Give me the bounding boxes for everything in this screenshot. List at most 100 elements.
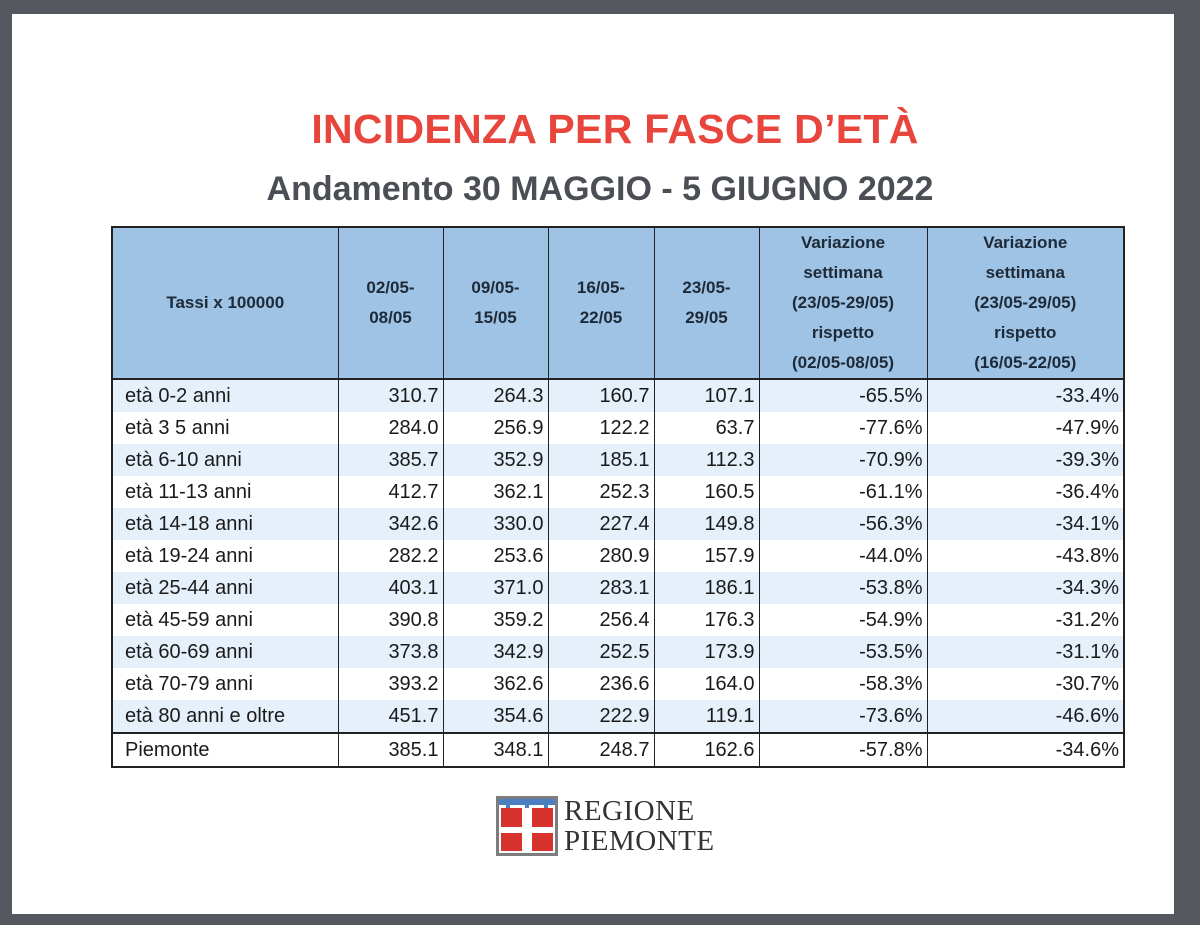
- variation-vs-previous-week: -47.9%: [926, 412, 1125, 444]
- header-variation-vs-previous-week: Variazione settimana (23/05-29/05) rispetto…: [926, 227, 1125, 380]
- variation-vs-first-week: -54.9%: [758, 604, 928, 636]
- week-1-value: 393.2: [337, 668, 444, 700]
- variation-vs-first-week: -70.9%: [758, 444, 928, 476]
- regione-piemonte-crest-icon: [496, 796, 558, 856]
- week-2-value: 362.6: [442, 668, 549, 700]
- row-label: età 19-24 anni: [111, 540, 339, 572]
- variation-vs-first-week: -56.3%: [758, 508, 928, 540]
- variation-vs-previous-week: -34.3%: [926, 572, 1125, 604]
- table-row: età 14-18 anni 342.6 330.0 227.4 149.8 -56.3%…: [111, 508, 1125, 540]
- week-4-value: 157.9: [653, 540, 760, 572]
- week-4-value: 186.1: [653, 572, 760, 604]
- week-3-value: 222.9: [547, 700, 655, 733]
- row-label: età 25-44 anni: [111, 572, 339, 604]
- table-row: età 45-59 anni 390.8 359.2 256.4 176.3 -54.9%…: [111, 604, 1125, 636]
- variation-vs-first-week: -73.6%: [758, 700, 928, 733]
- total-week-1-value: 385.1: [337, 732, 444, 767]
- table-row: età 11-13 anni 412.7 362.1 252.3 160.5 -61.1%…: [111, 476, 1125, 508]
- row-label: età 0-2 anni: [111, 379, 339, 412]
- week-2-value: 354.6: [442, 700, 549, 733]
- row-label: età 80 anni e oltre: [111, 700, 339, 733]
- row-label: età 14-18 anni: [111, 508, 339, 540]
- header-rates-label: Tassi x 100000: [111, 227, 339, 380]
- week-4-value: 107.1: [653, 379, 760, 412]
- week-2-value: 359.2: [442, 604, 549, 636]
- week-2-value: 362.1: [442, 476, 549, 508]
- table-row: età 3 5 anni 284.0 256.9 122.2 63.7 -77.6% -47…: [111, 412, 1125, 444]
- week-1-value: 342.6: [337, 508, 444, 540]
- week-3-value: 236.6: [547, 668, 655, 700]
- variation-vs-previous-week: -46.6%: [926, 700, 1125, 733]
- week-1-value: 282.2: [337, 540, 444, 572]
- week-4-value: 160.5: [653, 476, 760, 508]
- logo-text: REGIONE PIEMONTE: [564, 796, 715, 856]
- table-total-row: Piemonte 385.1 348.1 248.7 162.6 -57.8% -34.6%: [111, 732, 1125, 767]
- week-1-value: 373.8: [337, 636, 444, 668]
- row-label: età 45-59 anni: [111, 604, 339, 636]
- week-3-value: 252.5: [547, 636, 655, 668]
- header-week-2: 09/05- 15/05: [442, 227, 549, 380]
- week-1-value: 390.8: [337, 604, 444, 636]
- week-4-value: 176.3: [653, 604, 760, 636]
- week-3-value: 122.2: [547, 412, 655, 444]
- week-4-value: 173.9: [653, 636, 760, 668]
- week-3-value: 185.1: [547, 444, 655, 476]
- week-3-value: 252.3: [547, 476, 655, 508]
- week-4-value: 149.8: [653, 508, 760, 540]
- variation-vs-previous-week: -43.8%: [926, 540, 1125, 572]
- week-4-value: 112.3: [653, 444, 760, 476]
- week-4-value: 164.0: [653, 668, 760, 700]
- table-row: età 19-24 anni 282.2 253.6 280.9 157.9 -44.0%…: [111, 540, 1125, 572]
- row-label: età 11-13 anni: [111, 476, 339, 508]
- table-row: età 25-44 anni 403.1 371.0 283.1 186.1 -53.8%…: [111, 572, 1125, 604]
- total-week-2-value: 348.1: [442, 732, 549, 767]
- week-2-value: 342.9: [442, 636, 549, 668]
- total-variation-vs-previous-week: -34.6%: [926, 732, 1125, 767]
- week-2-value: 256.9: [442, 412, 549, 444]
- row-label: età 60-69 anni: [111, 636, 339, 668]
- week-3-value: 280.9: [547, 540, 655, 572]
- header-week-3: 16/05- 22/05: [547, 227, 655, 380]
- total-week-4-value: 162.6: [653, 732, 760, 767]
- variation-vs-previous-week: -33.4%: [926, 379, 1125, 412]
- week-1-value: 284.0: [337, 412, 444, 444]
- row-label: età 3 5 anni: [111, 412, 339, 444]
- week-1-value: 451.7: [337, 700, 444, 733]
- week-1-value: 385.7: [337, 444, 444, 476]
- week-3-value: 160.7: [547, 379, 655, 412]
- week-2-value: 352.9: [442, 444, 549, 476]
- variation-vs-first-week: -65.5%: [758, 379, 928, 412]
- table-row: età 0-2 anni 310.7 264.3 160.7 107.1 -65.5% -3…: [111, 379, 1125, 412]
- week-1-value: 403.1: [337, 572, 444, 604]
- variation-vs-first-week: -53.8%: [758, 572, 928, 604]
- total-row-label: Piemonte: [111, 732, 339, 767]
- week-4-value: 63.7: [653, 412, 760, 444]
- week-1-value: 412.7: [337, 476, 444, 508]
- regione-piemonte-logo: REGIONE PIEMONTE: [496, 796, 736, 856]
- week-3-value: 283.1: [547, 572, 655, 604]
- page-subtitle: Andamento 30 MAGGIO - 5 GIUGNO 2022: [266, 170, 934, 208]
- header-week-4: 23/05- 29/05: [653, 227, 760, 380]
- table-row: età 70-79 anni 393.2 362.6 236.6 164.0 -58.3%…: [111, 668, 1125, 700]
- incidence-table: Tassi x 100000 02/05- 08/05 09/05- 15/05 1…: [111, 226, 1125, 768]
- variation-vs-previous-week: -36.4%: [926, 476, 1125, 508]
- table-row: età 6-10 anni 385.7 352.9 185.1 112.3 -70.9% -…: [111, 444, 1125, 476]
- variation-vs-previous-week: -30.7%: [926, 668, 1125, 700]
- header-variation-vs-first-week: Variazione settimana (23/05-29/05) rispetto…: [758, 227, 928, 380]
- variation-vs-first-week: -53.5%: [758, 636, 928, 668]
- week-2-value: 264.3: [442, 379, 549, 412]
- table-row: età 80 anni e oltre 451.7 354.6 222.9 119.1-…: [111, 700, 1125, 733]
- week-2-value: 330.0: [442, 508, 549, 540]
- total-week-3-value: 248.7: [547, 732, 655, 767]
- variation-vs-previous-week: -31.1%: [926, 636, 1125, 668]
- header-week-1: 02/05- 08/05: [337, 227, 444, 380]
- row-label: età 70-79 anni: [111, 668, 339, 700]
- week-2-value: 253.6: [442, 540, 549, 572]
- week-2-value: 371.0: [442, 572, 549, 604]
- week-4-value: 119.1: [653, 700, 760, 733]
- table-row: età 60-69 anni 373.8 342.9 252.5 173.9 -53.5%…: [111, 636, 1125, 668]
- variation-vs-previous-week: -31.2%: [926, 604, 1125, 636]
- week-3-value: 256.4: [547, 604, 655, 636]
- logo-line-piemonte: PIEMONTE: [564, 825, 715, 857]
- total-variation-vs-first-week: -57.8%: [758, 732, 928, 767]
